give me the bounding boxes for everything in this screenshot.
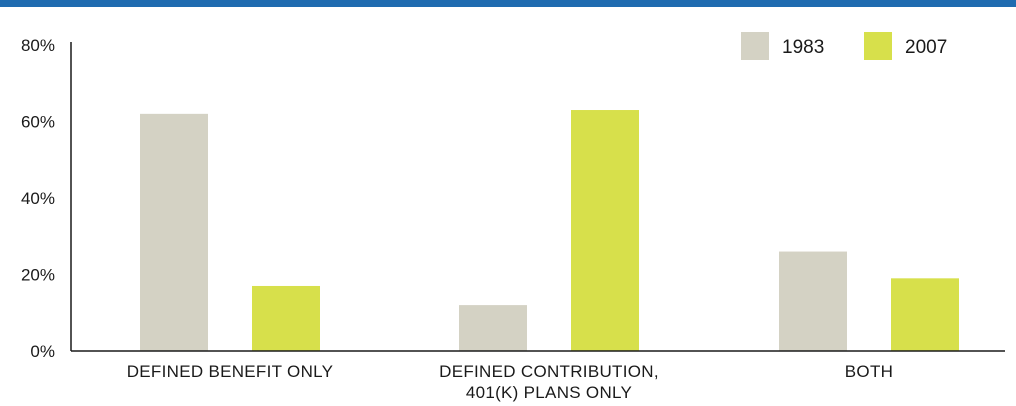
y-axis-tick-labels: 0% 20% 40% 60% 80% [21, 36, 55, 361]
bar-2007-1 [252, 285, 320, 351]
x-axis-category-labels: DEFINED BENEFIT ONLY DEFINED CONTRIBUTION… [127, 362, 893, 402]
x-category-label: 401(K) PLANS ONLY [466, 383, 632, 402]
legend-swatch-1983 [741, 32, 769, 60]
legend-label-2007: 2007 [905, 37, 947, 58]
x-category-label: DEFINED BENEFIT ONLY [127, 362, 334, 381]
y-tick-label: 0% [30, 342, 55, 361]
legend: 1983 2007 [741, 32, 947, 60]
bar-2007-3 [891, 278, 959, 351]
bar-1983-1 [140, 113, 208, 351]
bars-group [140, 110, 959, 352]
y-tick-label: 20% [21, 266, 55, 285]
y-tick-label: 80% [21, 36, 55, 55]
x-category-label: BOTH [845, 362, 893, 381]
top-accent-bar [0, 0, 1016, 7]
bar-2007-2 [571, 110, 639, 352]
legend-label-1983: 1983 [782, 37, 824, 58]
y-tick-label: 60% [21, 113, 55, 132]
bar-1983-2 [459, 305, 527, 351]
y-tick-label: 40% [21, 189, 55, 208]
x-category-label: DEFINED CONTRIBUTION, [439, 362, 659, 381]
legend-swatch-2007 [864, 32, 892, 60]
bar-1983-3 [779, 251, 847, 351]
